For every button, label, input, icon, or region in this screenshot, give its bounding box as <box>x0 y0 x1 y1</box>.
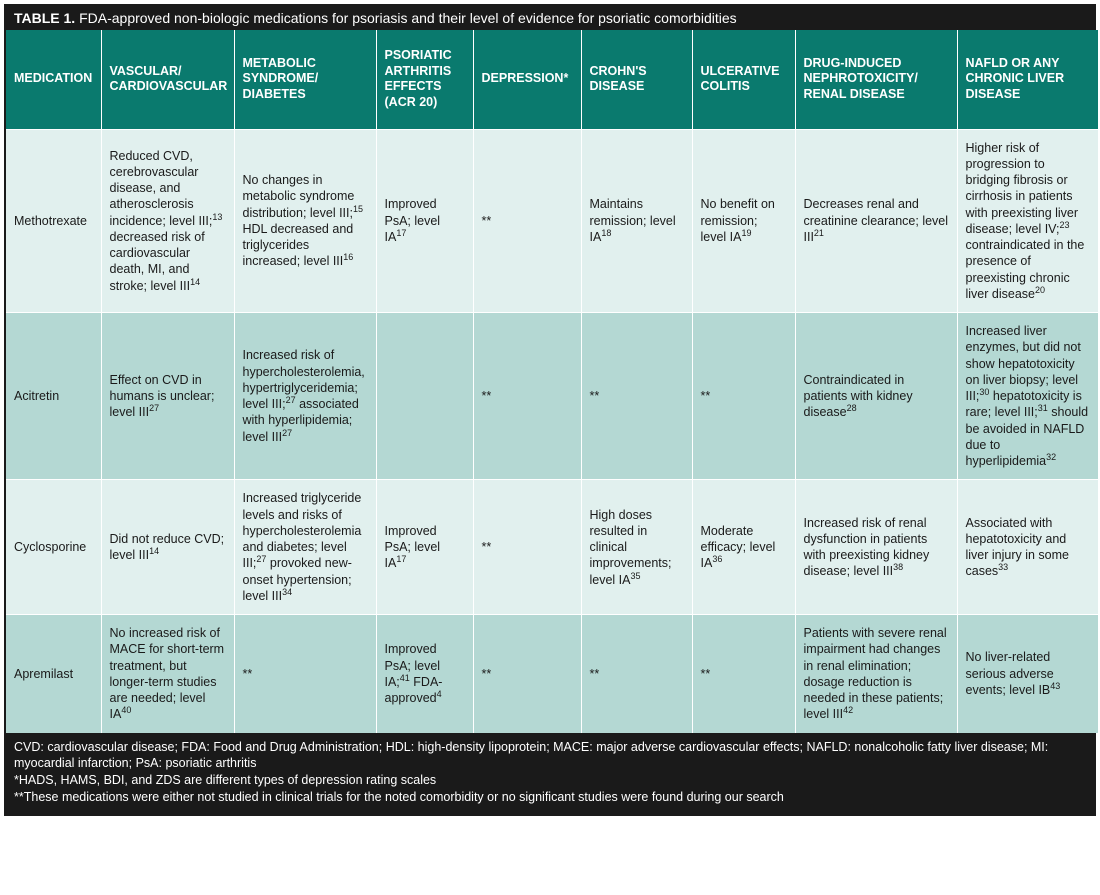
col-header-0: MEDICATION <box>6 30 101 129</box>
table-row: AcitretinEffect on CVD in humans is uncl… <box>6 313 1098 480</box>
footnote-line: **These medications were either not stud… <box>14 789 1086 806</box>
cell: ** <box>473 129 581 313</box>
cell: Decreases renal and creatinine clearance… <box>795 129 957 313</box>
table-row: MethotrexateReduced CVD, cerebrovascular… <box>6 129 1098 313</box>
cell: Improved PsA; level IA;41 FDA-approved4 <box>376 615 473 733</box>
col-header-3: PSORIATIC ARTHRITIS EFFECTS (ACR 20) <box>376 30 473 129</box>
col-header-6: ULCERATIVE COLITIS <box>692 30 795 129</box>
cell <box>376 313 473 480</box>
table-container: TABLE 1. FDA-approved non-biologic medic… <box>4 4 1096 816</box>
cell: ** <box>473 615 581 733</box>
footnote-line: *HADS, HAMS, BDI, and ZDS are different … <box>14 772 1086 789</box>
cell: Reduced CVD, cerebrovascular disease, an… <box>101 129 234 313</box>
cell: Increased risk of hypercholesterolemia, … <box>234 313 376 480</box>
cell: Effect on CVD in humans is unclear; leve… <box>101 313 234 480</box>
cell: No increased risk of MACE for short-term… <box>101 615 234 733</box>
col-header-4: DEPRESSION* <box>473 30 581 129</box>
cell: Increased risk of renal dysfunction in p… <box>795 480 957 615</box>
cell: No changes in metabolic syndrome distrib… <box>234 129 376 313</box>
cell: Increased triglyceride levels and risks … <box>234 480 376 615</box>
cell: ** <box>234 615 376 733</box>
cell: ** <box>473 480 581 615</box>
col-header-5: CROHN'S DISEASE <box>581 30 692 129</box>
medication-name: Acitretin <box>6 313 101 480</box>
cell: Improved PsA; level IA17 <box>376 480 473 615</box>
title-text: FDA-approved non-biologic medications fo… <box>75 10 736 26</box>
col-header-1: VASCULAR/ CARDIOVASCULAR <box>101 30 234 129</box>
title-prefix: TABLE 1. <box>14 10 75 26</box>
cell: Patients with severe renal impairment ha… <box>795 615 957 733</box>
cell: No benefit on remission; level IA19 <box>692 129 795 313</box>
table-row: ApremilastNo increased risk of MACE for … <box>6 615 1098 733</box>
cell: Associated with hepatotoxicity and liver… <box>957 480 1098 615</box>
cell: ** <box>692 615 795 733</box>
col-header-2: METABOLIC SYNDROME/ DIABETES <box>234 30 376 129</box>
cell: ** <box>473 313 581 480</box>
cell: Improved PsA; level IA17 <box>376 129 473 313</box>
table-row: CyclosporineDid not reduce CVD; level II… <box>6 480 1098 615</box>
cell: Maintains remission; level IA18 <box>581 129 692 313</box>
cell: Increased liver enzymes, but did not sho… <box>957 313 1098 480</box>
cell: Moderate efficacy; level IA36 <box>692 480 795 615</box>
medication-name: Methotrexate <box>6 129 101 313</box>
footnotes: CVD: cardiovascular disease; FDA: Food a… <box>6 733 1094 815</box>
table-title: TABLE 1. FDA-approved non-biologic medic… <box>6 6 1094 30</box>
evidence-table: MEDICATIONVASCULAR/ CARDIOVASCULARMETABO… <box>6 30 1098 733</box>
col-header-7: DRUG-INDUCED NEPHROTOXICITY/ RENAL DISEA… <box>795 30 957 129</box>
header-row: MEDICATIONVASCULAR/ CARDIOVASCULARMETABO… <box>6 30 1098 129</box>
footnote-line: CVD: cardiovascular disease; FDA: Food a… <box>14 739 1086 773</box>
cell: Higher risk of progression to bridging f… <box>957 129 1098 313</box>
col-header-8: NAFLD OR ANY CHRONIC LIVER DISEASE <box>957 30 1098 129</box>
cell: High doses resulted in clinical improvem… <box>581 480 692 615</box>
cell: Did not reduce CVD; level III14 <box>101 480 234 615</box>
medication-name: Apremilast <box>6 615 101 733</box>
cell: ** <box>581 615 692 733</box>
medication-name: Cyclosporine <box>6 480 101 615</box>
cell: ** <box>692 313 795 480</box>
cell: ** <box>581 313 692 480</box>
cell: No liver-related serious adverse events;… <box>957 615 1098 733</box>
cell: Contraindicated in patients with kidney … <box>795 313 957 480</box>
